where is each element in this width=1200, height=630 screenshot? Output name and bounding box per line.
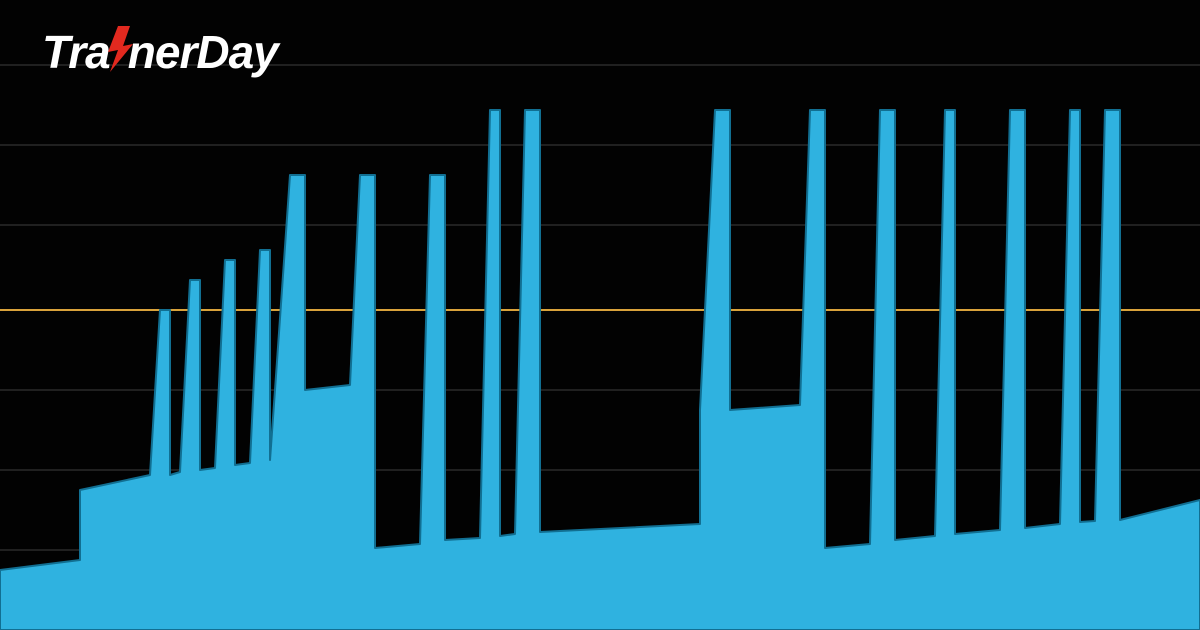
workout-chart-stage: Tra nerDay [0,0,1200,630]
lightning-bolt-icon [106,26,134,72]
trainerday-logo: Tra nerDay [42,22,278,75]
logo-text-pre: Tra [42,29,110,75]
workout-chart [0,0,1200,630]
logo-text-post: nerDay [128,29,278,75]
